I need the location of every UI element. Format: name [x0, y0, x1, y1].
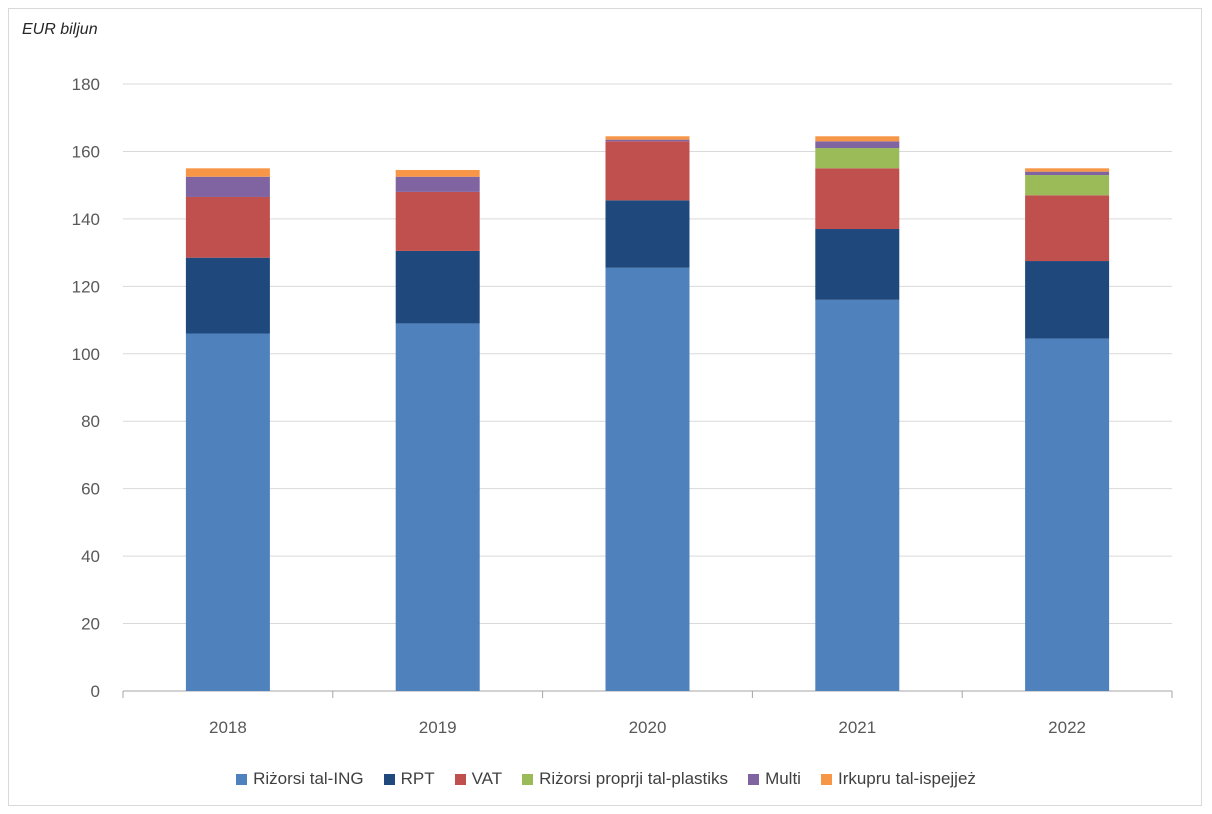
bar-segment — [395, 323, 480, 691]
bar-segment — [1025, 195, 1110, 262]
bar-segment — [185, 196, 270, 258]
legend-item: Riżorsi proprji tal-plastiks — [522, 769, 728, 789]
legend-swatch — [454, 773, 466, 785]
bar-segment — [185, 257, 270, 334]
legend-item: VAT — [454, 769, 503, 789]
stacked-bar-chart: 0 20 40 60 80 100 120 140 160 180 2018 2019 2020 2021… — [72, 75, 1173, 737]
legend-swatch — [236, 773, 248, 785]
x-tick-label: 2021 — [838, 718, 876, 737]
bar-segment — [395, 176, 480, 192]
y-tick-label: 80 — [81, 412, 100, 431]
y-tick-label: 60 — [81, 480, 100, 499]
y-tick-label: 140 — [72, 210, 100, 229]
bar-segment — [1025, 338, 1110, 691]
bar-segment — [1025, 171, 1110, 176]
bar-segment — [815, 136, 900, 142]
legend-swatch — [748, 773, 760, 785]
bar-segment — [395, 191, 480, 251]
legend-label: Riżorsi proprji tal-plastiks — [539, 769, 729, 788]
y-tick-label: 20 — [81, 615, 100, 634]
legend-swatch — [522, 773, 534, 785]
bar-segment — [815, 148, 900, 169]
x-tick-label: 2020 — [629, 718, 667, 737]
x-tick-label: 2022 — [1048, 718, 1086, 737]
legend-item: Multi — [748, 769, 801, 789]
legend-item: RPT — [383, 769, 435, 789]
bar-segment — [185, 333, 270, 691]
bar-segment — [605, 136, 690, 140]
y-tick-label: 0 — [91, 682, 100, 701]
legend-item: Irkupru tal-ispejjeż — [820, 769, 976, 789]
bar-segment — [1025, 261, 1110, 339]
legend-item: Riżorsi tal-ING — [236, 769, 364, 789]
legend-label: Multi — [765, 769, 801, 788]
bar-segment — [185, 176, 270, 197]
y-tick-label: 180 — [72, 75, 100, 94]
bar-segment — [605, 267, 690, 691]
bar-segment — [395, 250, 480, 324]
chart-legend: Riżorsi tal-ING RPT VAT Riżorsi proprji tal… — [0, 764, 1212, 794]
legend-swatch — [383, 773, 395, 785]
bar-segment — [185, 168, 270, 177]
bar-segment — [395, 169, 480, 177]
bar-segment — [605, 139, 690, 142]
y-tick-label: 160 — [72, 142, 100, 161]
legend-label: Irkupru tal-ispejjeż — [837, 769, 976, 788]
y-tick-label: 120 — [72, 277, 100, 296]
bar-segment — [605, 141, 690, 201]
y-tick-label: 40 — [81, 547, 100, 566]
bar-segment — [815, 168, 900, 230]
legend-swatch — [820, 773, 832, 785]
bar-segment — [1025, 175, 1110, 196]
bar-segment — [1025, 168, 1110, 172]
legend-label: Riżorsi tal-ING — [253, 769, 364, 788]
y-axis-unit-label: EUR biljun — [22, 21, 98, 38]
bar-segment — [605, 200, 690, 268]
bar-segment — [815, 299, 900, 691]
y-tick-label: 100 — [72, 345, 100, 364]
legend-label: VAT — [471, 769, 503, 788]
legend-label: RPT — [400, 769, 435, 788]
x-tick-label: 2018 — [209, 718, 247, 737]
bar-segment — [815, 229, 900, 300]
x-tick-label: 2019 — [419, 718, 457, 737]
bar-segment — [815, 141, 900, 149]
